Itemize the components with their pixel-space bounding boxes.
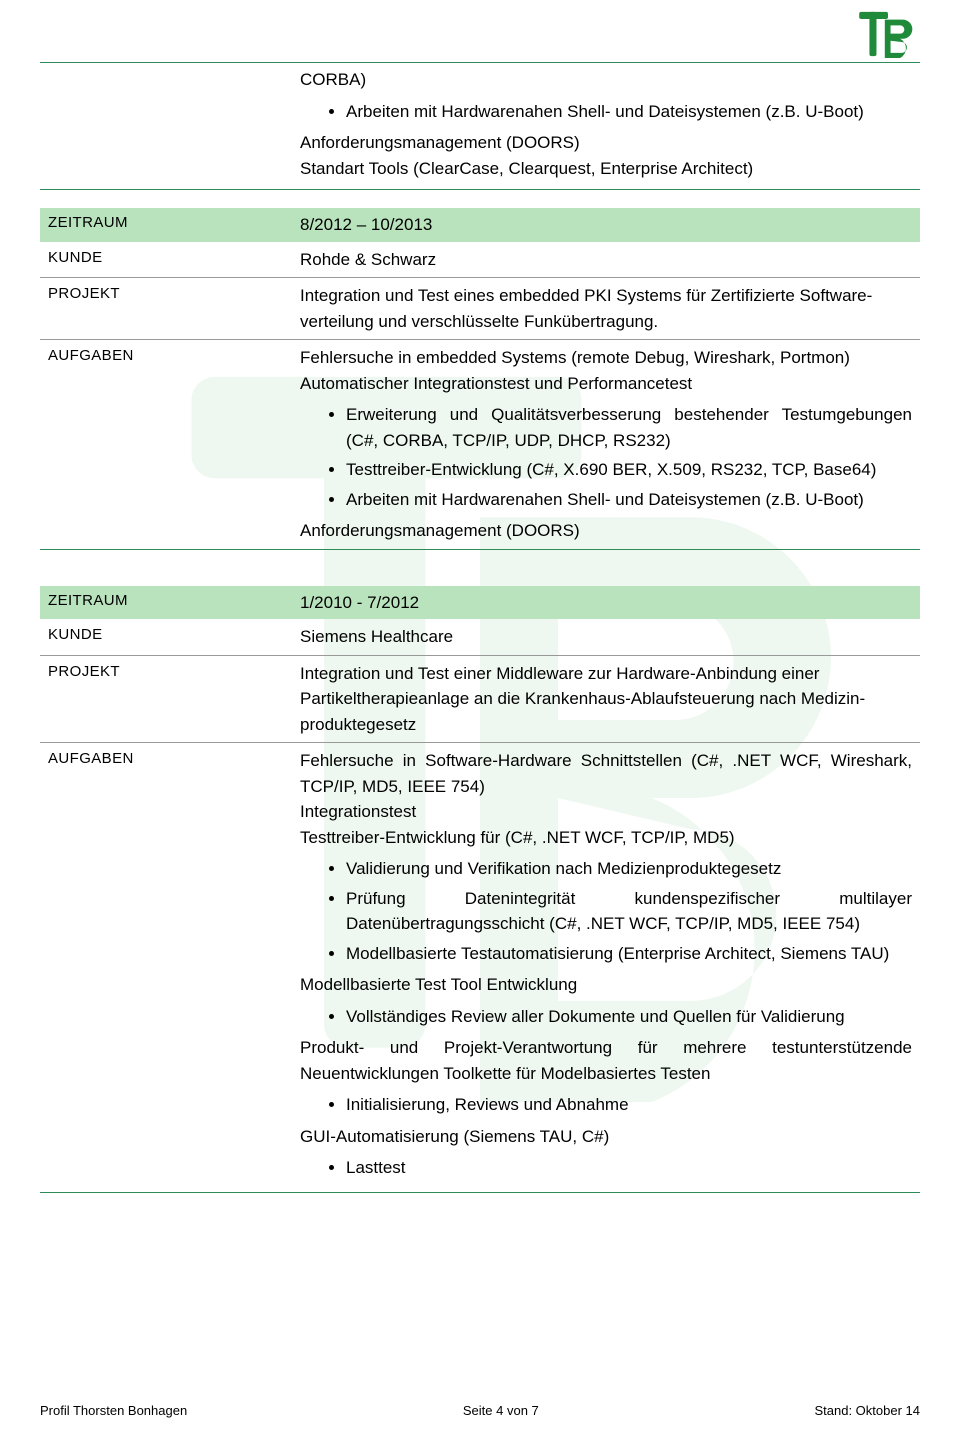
aufgaben-text: Modellbasierte Test Tool Entwicklung (300, 972, 912, 998)
aufgaben-text: Fehlersuche in Software-Hardware Schnitt… (300, 748, 912, 799)
aufgaben-label: Aufgaben (48, 748, 300, 771)
kunde-row: Kunde Siemens Healthcare (40, 619, 920, 655)
brand-logo (856, 10, 920, 66)
aufgaben-bullet: Modellbasierte Testautomatisierung (Ente… (346, 939, 912, 969)
kunde-row: Kunde Rohde & Schwarz (40, 242, 920, 278)
zeitraum-label: Zeitraum (48, 212, 300, 238)
aufgaben-bullet: Testtreiber-Entwicklung (C#, X.690 BER, … (346, 455, 912, 485)
continuation-bullet: Arbeiten mit Hardwarenahen Shell- und Da… (346, 97, 920, 127)
aufgaben-text: Fehlersuche in embedded Systems (remote … (300, 345, 912, 371)
zeitraum-band: Zeitraum 8/2012 – 10/2013 (40, 208, 920, 242)
aufgaben-text: Automatischer Integrationstest und Perfo… (300, 371, 912, 397)
continuation-line: CORBA) (300, 67, 920, 93)
aufgaben-bullet: Arbeiten mit Hardwarenahen Shell- und Da… (346, 485, 912, 515)
aufgaben-text: Produkt- und Projekt-Verantwortung für m… (300, 1035, 912, 1086)
aufgaben-bullet: Validierung und Verifikation nach Medizi… (346, 854, 912, 884)
kunde-label: Kunde (48, 247, 300, 270)
continuation-block: CORBA) Arbeiten mit Hardwarenahen Shell-… (300, 63, 920, 189)
projekt-label: Projekt (48, 661, 300, 684)
projekt-value: Integration und Test eines embedded PKI … (300, 283, 912, 334)
projekt-label: Projekt (48, 283, 300, 306)
kunde-value: Rohde & Schwarz (300, 247, 912, 273)
aufgaben-bullet: Prüfung Datenintegrität kundenspezifisch… (346, 884, 912, 939)
aufgaben-bullet: Initialisierung, Reviews und Abnahme (346, 1090, 912, 1120)
projekt-row: Projekt Integration und Test eines embed… (40, 278, 920, 339)
aufgaben-row: Aufgaben Fehlersuche in Software-Hardwar… (40, 743, 920, 1192)
kunde-label: Kunde (48, 624, 300, 647)
page-footer: Profil Thorsten Bonhagen Seite 4 von 7 S… (40, 1401, 920, 1421)
projekt-value: Integration und Test einer Middleware zu… (300, 661, 912, 738)
zeitraum-label: Zeitraum (48, 590, 300, 616)
bullet-line: Datenübertragungsschicht (C#, .NET WCF, … (346, 911, 912, 937)
bottom-rule (40, 1192, 920, 1193)
aufgaben-text: Anforderungsmanagement (DOORS) (300, 518, 912, 544)
bullet-line: Prüfung Datenintegrität kundenspezifisch… (346, 886, 912, 912)
aufgaben-label: Aufgaben (48, 345, 300, 368)
aufgaben-row: Aufgaben Fehlersuche in embedded Systems… (40, 340, 920, 549)
footer-left: Profil Thorsten Bonhagen (40, 1401, 187, 1421)
aufgaben-text: Testtreiber-Entwicklung für (C#, .NET WC… (300, 825, 912, 851)
aufgaben-bullet: Erweiterung und Qualitätsverbesserung be… (346, 400, 912, 455)
projekt-row: Projekt Integration und Test einer Middl… (40, 656, 920, 743)
footer-right: Stand: Oktober 14 (814, 1401, 920, 1421)
zeitraum-band: Zeitraum 1/2010 - 7/2012 (40, 586, 920, 620)
page-content: CORBA) Arbeiten mit Hardwarenahen Shell-… (40, 20, 920, 1193)
aufgaben-text: Integrationstest (300, 799, 912, 825)
zeitraum-value: 8/2012 – 10/2013 (300, 212, 912, 238)
aufgaben-bullet: Vollständiges Review aller Dokumente und… (346, 1002, 912, 1032)
continuation-line: Anforderungsmanagement (DOORS) (300, 130, 920, 156)
kunde-value: Siemens Healthcare (300, 624, 912, 650)
zeitraum-value: 1/2010 - 7/2012 (300, 590, 912, 616)
aufgaben-bullet: Lasttest (346, 1153, 912, 1183)
footer-center: Seite 4 von 7 (463, 1401, 539, 1421)
aufgaben-text: GUI-Automatisierung (Siemens TAU, C#) (300, 1124, 912, 1150)
continuation-line: Standart Tools (ClearCase, Clearquest, E… (300, 156, 920, 182)
